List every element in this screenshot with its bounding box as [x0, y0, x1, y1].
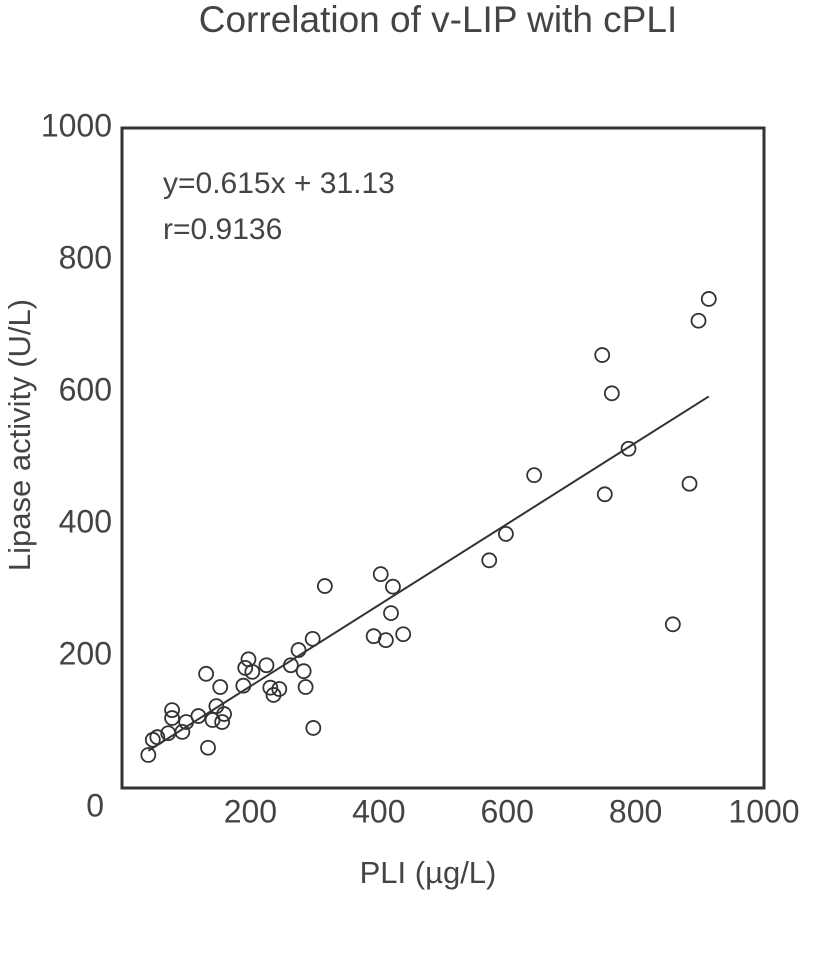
- x-tick-label: 200: [224, 793, 277, 829]
- trend-line: [147, 395, 710, 752]
- data-point: [282, 657, 299, 674]
- data-point: [290, 642, 307, 658]
- data-point: [265, 687, 282, 703]
- data-point: [526, 467, 543, 484]
- data-point: [316, 578, 333, 594]
- data-point: [271, 681, 288, 697]
- data-point: [258, 657, 275, 674]
- data-point: [383, 605, 399, 621]
- y-tick-label: 1000: [41, 107, 112, 143]
- data-point: [190, 708, 207, 724]
- data-point: [395, 626, 412, 643]
- data-point: [498, 526, 514, 542]
- x-tick-label: 1000: [728, 793, 799, 829]
- x-axis-label: PLI (µg/L): [360, 855, 497, 890]
- data-point: [216, 706, 232, 722]
- data-point: [212, 679, 229, 695]
- data-point: [664, 616, 681, 633]
- data-point: [140, 747, 157, 763]
- data-point: [297, 679, 314, 695]
- chart-title: Correlation of v-LIP with cPLI: [199, 0, 677, 40]
- x-tick-label: 400: [352, 793, 405, 829]
- data-point: [149, 729, 166, 746]
- data-point: [198, 665, 215, 682]
- data-point: [620, 440, 637, 457]
- data-point: [305, 720, 322, 736]
- x-tick-label: 600: [481, 793, 534, 829]
- data-point: [214, 714, 231, 730]
- data-point: [385, 578, 401, 595]
- data-point: [304, 630, 321, 647]
- y-tick-label: 200: [59, 635, 112, 671]
- x-tick-label: 800: [609, 793, 662, 829]
- data-point: [164, 710, 180, 726]
- data-point: [596, 486, 613, 503]
- data-point: [690, 312, 707, 329]
- data-point: [481, 552, 498, 569]
- equation: y=0.615x + 31.13: [163, 167, 395, 200]
- data-point: [295, 663, 312, 680]
- data-point: [208, 698, 225, 715]
- data-point: [377, 632, 394, 649]
- data-point: [594, 347, 611, 363]
- plot-frame: [120, 126, 766, 790]
- data-point: [244, 663, 261, 680]
- data-point: [262, 679, 279, 696]
- data-point: [235, 677, 252, 694]
- data-point: [174, 724, 191, 740]
- data-point: [372, 566, 389, 583]
- r-value: r=0.9136: [163, 213, 282, 246]
- y-tick-label: 400: [59, 503, 112, 539]
- data-point: [603, 385, 620, 402]
- data-point: [164, 702, 180, 719]
- data-point: [700, 291, 717, 307]
- y-tick-label: 600: [59, 371, 112, 407]
- y-axis-label: Lipase activity (U/L): [2, 299, 37, 571]
- y-tick-label: 0: [86, 787, 104, 823]
- data-point: [200, 739, 216, 756]
- y-tick-label: 800: [59, 239, 112, 275]
- data-point: [681, 475, 698, 492]
